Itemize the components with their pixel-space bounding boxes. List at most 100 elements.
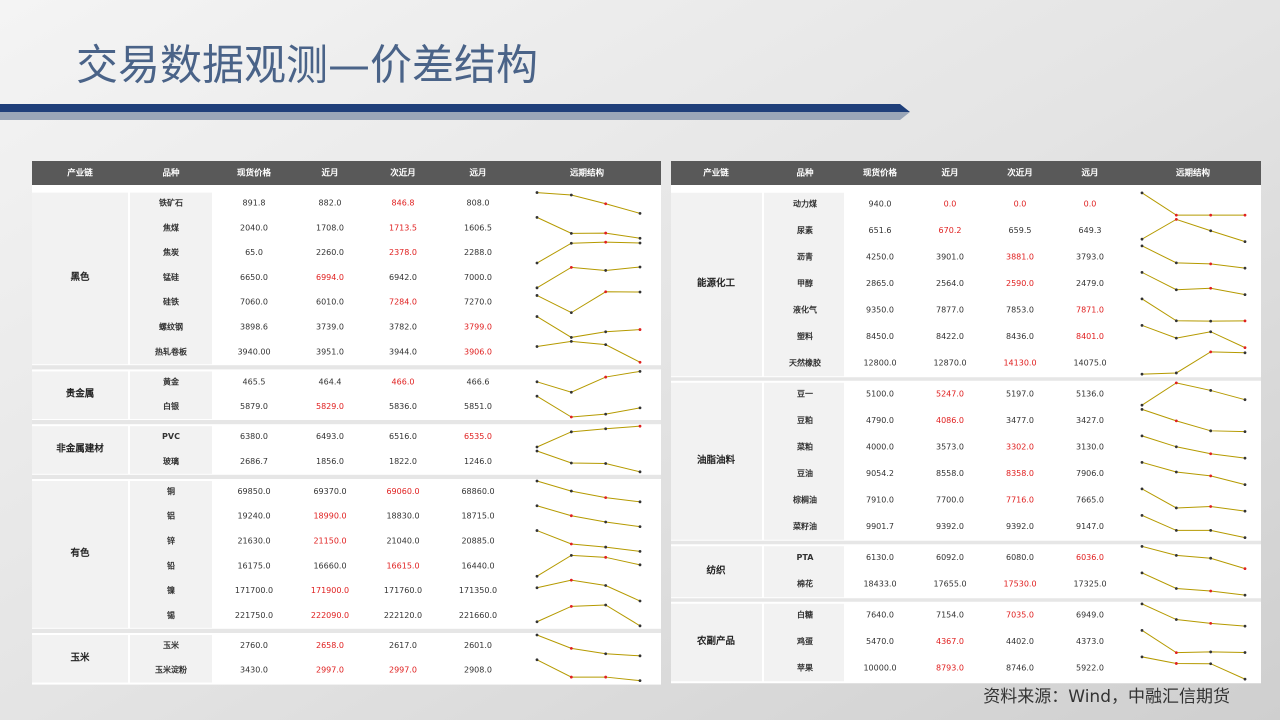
item-name: 黄金	[163, 376, 180, 386]
price: 1713.5	[389, 223, 417, 232]
item-name: 铝	[167, 511, 175, 521]
price: 7906.0	[1076, 469, 1104, 478]
sparkline	[536, 659, 641, 682]
item-name: 棕榈油	[792, 495, 817, 505]
sparkline-point	[569, 514, 573, 518]
price: 7700.0	[936, 496, 964, 505]
price: 659.5	[1009, 226, 1032, 235]
price: 8401.0	[1076, 332, 1104, 341]
price: 6650.0	[240, 273, 268, 282]
item-name: 苹果	[797, 663, 813, 673]
sparkline	[536, 316, 641, 338]
price: 0.0	[1084, 200, 1097, 209]
sparkline-point	[1209, 662, 1213, 666]
sparkline-point	[569, 241, 573, 245]
sparkline-point	[1174, 587, 1178, 590]
price: 6949.0	[1076, 611, 1104, 620]
sparkline	[536, 554, 641, 577]
sparkline-point	[1174, 662, 1178, 665]
sparkline	[1141, 218, 1246, 243]
sparkline	[536, 450, 641, 473]
item-name: 铁矿石	[159, 198, 183, 208]
sparkline-point	[638, 360, 642, 364]
price: 18830.0	[386, 512, 419, 521]
group-name: 非金属建材	[56, 443, 104, 455]
price: 4367.0	[936, 637, 964, 646]
price: 19240.0	[237, 512, 270, 521]
sparkline-point	[1243, 398, 1247, 402]
item-cell	[130, 426, 212, 474]
sparkline-point	[638, 470, 642, 474]
column-header: 现货价格	[863, 168, 898, 179]
item-cell	[764, 192, 844, 377]
sparkline-point	[1209, 330, 1213, 334]
sparkline-point	[1209, 556, 1213, 560]
price: 2040.0	[240, 223, 268, 232]
sparkline	[536, 505, 641, 528]
item-name: 焦煤	[162, 222, 179, 232]
sparkline-point	[535, 286, 539, 290]
sparkline-point	[1140, 244, 1144, 248]
sparkline	[536, 291, 641, 314]
group-name: 纺织	[706, 564, 726, 576]
sparkline-point	[1243, 536, 1247, 540]
price: 21040.0	[386, 537, 419, 546]
price: 8358.0	[1006, 469, 1034, 478]
price: 2908.0	[464, 666, 492, 675]
price: 3793.0	[1076, 253, 1104, 262]
price: 6535.0	[464, 432, 492, 441]
sparkline-point	[604, 545, 608, 549]
column-header: 远月	[469, 169, 486, 179]
price: 7270.0	[464, 298, 492, 307]
price: 4790.0	[866, 416, 894, 425]
sparkline-point	[1140, 513, 1144, 517]
price: 222090.0	[311, 611, 349, 620]
sparkline-point	[604, 269, 608, 272]
group-name: 能源化工	[697, 277, 736, 289]
sparkline	[536, 340, 641, 363]
sparkline-point	[1140, 434, 1144, 438]
price: 4250.0	[866, 253, 894, 262]
price: 2288.0	[464, 248, 492, 257]
price: 12800.0	[863, 359, 896, 368]
sparkline-point	[604, 462, 608, 465]
sparkline-point	[1174, 288, 1178, 292]
sparkline-point	[1174, 213, 1178, 217]
group-separator	[32, 474, 661, 479]
price: 5922.0	[1076, 664, 1104, 673]
item-name: 玉米	[163, 640, 180, 650]
sparkline-point	[569, 193, 573, 197]
sparkline-point	[638, 624, 642, 628]
price: 9901.7	[866, 522, 894, 531]
column-header: 产业链	[67, 168, 93, 179]
price: 7716.0	[1006, 496, 1034, 505]
sparkline-point	[569, 578, 573, 582]
sparkline-point	[569, 675, 573, 679]
price: 5879.0	[240, 402, 268, 411]
price: 5197.0	[1006, 390, 1034, 399]
sparkline-point	[1174, 336, 1178, 340]
price: 2658.0	[316, 641, 344, 650]
sparkline-point	[638, 679, 642, 683]
sparkline-point	[1174, 529, 1178, 532]
sparkline	[1141, 192, 1245, 216]
sparkline-point	[604, 675, 608, 679]
sparkline-point	[1140, 655, 1144, 659]
price: 3799.0	[464, 323, 492, 332]
price: 3302.0	[1006, 443, 1034, 452]
price: 6516.0	[389, 432, 417, 441]
sparkline-point	[1209, 650, 1213, 654]
sparkline-point	[535, 261, 539, 265]
price: 7154.0	[936, 611, 964, 620]
price: 6010.0	[316, 298, 344, 307]
sparkline	[536, 216, 641, 239]
sparkline-point	[569, 231, 573, 235]
sparkline-point	[1140, 407, 1144, 411]
group-cell	[671, 603, 762, 682]
item-name: 尿素	[797, 225, 813, 235]
price: 3427.0	[1076, 416, 1104, 425]
sparkline	[1141, 245, 1246, 269]
sparkline-point	[1243, 213, 1247, 217]
item-name: 棉花	[797, 579, 813, 589]
